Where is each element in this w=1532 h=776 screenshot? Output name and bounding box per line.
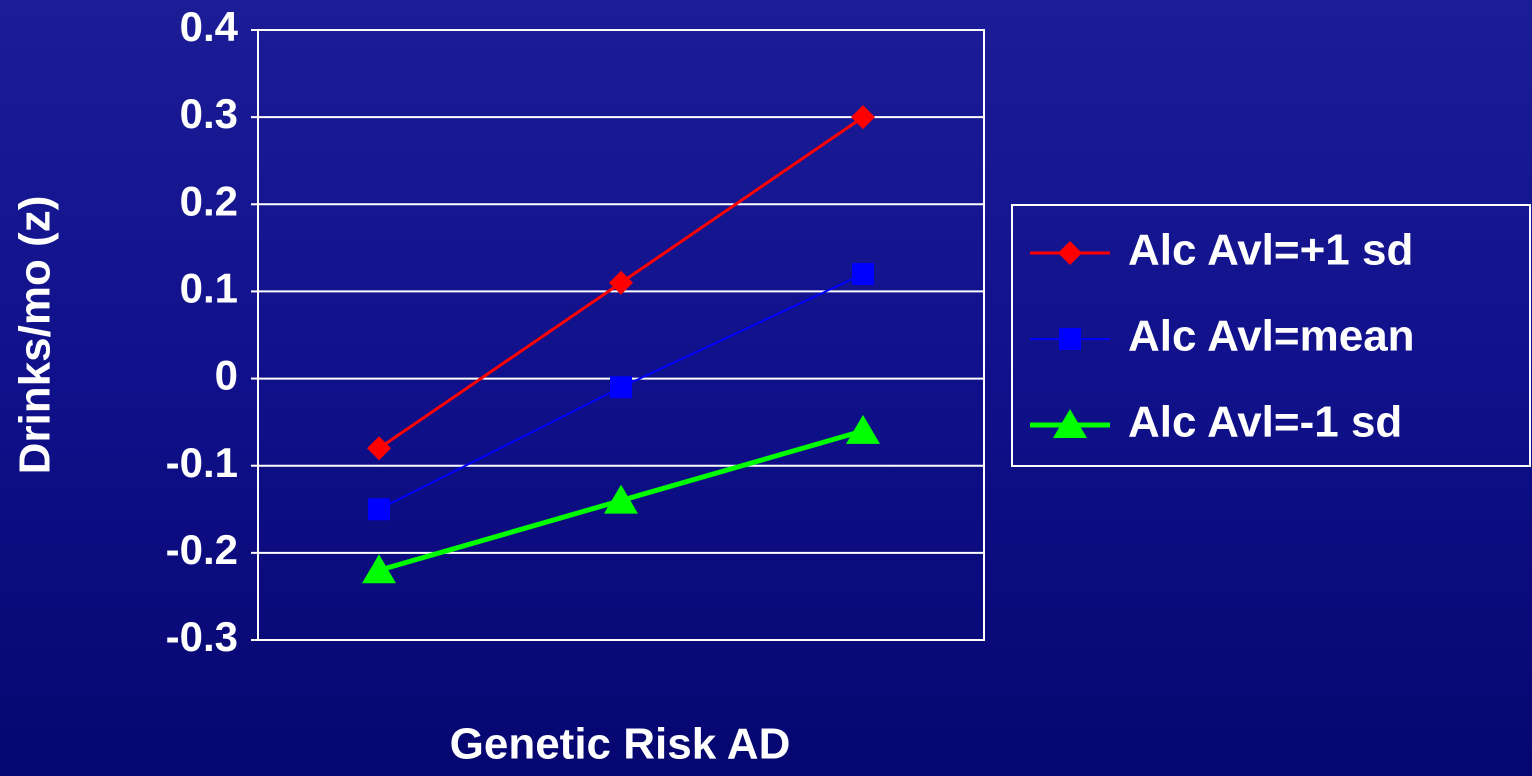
y-tick-label: 0.1 <box>180 265 238 312</box>
legend-label: Alc Avl=mean <box>1128 312 1415 361</box>
legend-marker <box>1053 409 1087 438</box>
data-point <box>604 484 638 514</box>
y-tick-label: 0.2 <box>180 177 238 224</box>
y-tick-label: 0.4 <box>180 3 239 50</box>
y-tick-label: 0.3 <box>180 90 238 137</box>
data-point <box>362 554 396 584</box>
data-point <box>851 105 875 130</box>
y-tick-label: -0.2 <box>166 526 238 573</box>
data-point <box>852 263 874 285</box>
data-point <box>846 414 880 444</box>
data-point <box>367 436 391 461</box>
y-tick-label: -0.1 <box>166 439 238 486</box>
legend-box <box>1011 204 1531 467</box>
y-tick-label: -0.3 <box>166 613 238 660</box>
data-point <box>610 376 632 399</box>
legend-label: Alc Avl=+1 sd <box>1128 226 1413 275</box>
legend-marker <box>1058 241 1082 265</box>
y-tick-label: 0 <box>215 352 238 399</box>
plot-area <box>257 29 985 641</box>
x-axis-title: Genetic Risk AD <box>450 720 791 769</box>
legend-label: Alc Avl=-1 sd <box>1128 398 1402 447</box>
data-point <box>368 498 390 521</box>
y-axis-title: Drinks/mo (z) <box>11 196 60 475</box>
legend-marker <box>1059 328 1081 350</box>
data-point <box>609 270 633 295</box>
